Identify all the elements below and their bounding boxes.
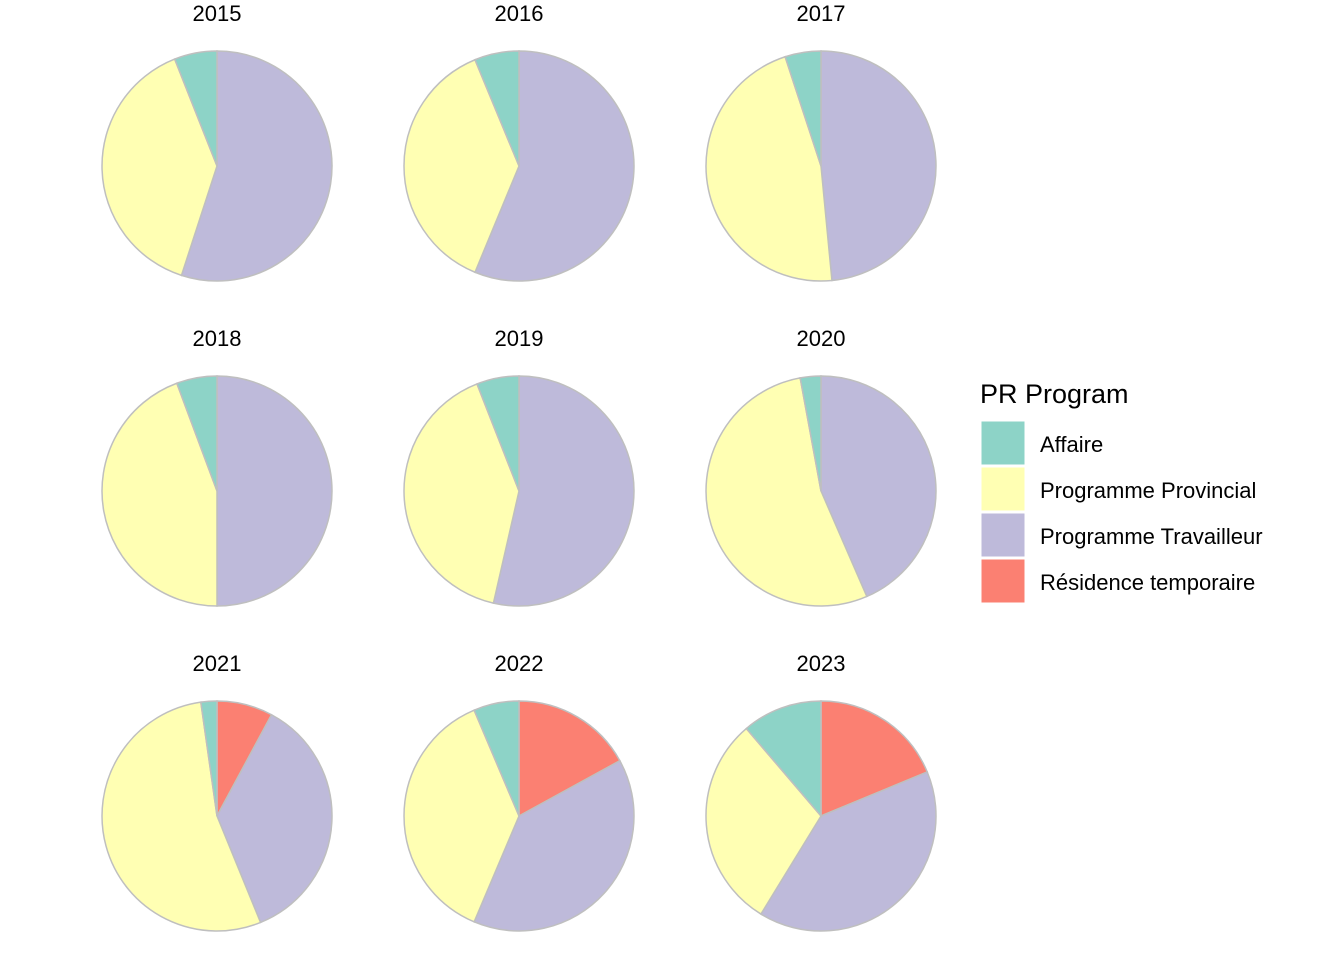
facet-title: 2023 — [797, 651, 846, 676]
pie-slice-programme-provincial — [705, 55, 833, 282]
facets-layer: 2015 2016 2017 2018 2019 2020 2021 2022 2023 — [101, 1, 937, 932]
pie-slice-affaire — [799, 375, 822, 492]
pie-slice-programme-travailleur — [474, 50, 635, 282]
facet-title: 2018 — [193, 326, 242, 351]
legend-key — [980, 420, 1026, 466]
facet-title: 2016 — [495, 1, 544, 26]
pie-slice-programme-travailleur — [492, 375, 635, 607]
facet-2018: 2018 — [101, 326, 333, 607]
pie-slice-programme-travailleur — [216, 713, 333, 924]
pie-slice-affaire — [745, 700, 822, 819]
pie-slice-programme-provincial — [705, 377, 868, 607]
pie-slice-programme-travailleur — [759, 771, 937, 932]
legend-title: PR Program — [980, 379, 1129, 409]
legend: PR Program Affaire Programme Provincial Pr… — [980, 379, 1263, 604]
facet-2017: 2017 — [705, 1, 937, 282]
legend-key — [980, 512, 1026, 558]
pie-slice-r-sidence-temporaire — [518, 700, 621, 818]
facet-title: 2021 — [193, 651, 242, 676]
facet-2021: 2021 — [101, 651, 333, 932]
pie-slice-programme-travailleur — [473, 759, 635, 932]
facet-title: 2017 — [797, 1, 846, 26]
pie-slice-affaire — [784, 50, 822, 167]
legend-key — [980, 466, 1026, 512]
facet-2019: 2019 — [403, 326, 635, 607]
pie-slice-programme-provincial — [101, 58, 218, 277]
facet-title: 2019 — [495, 326, 544, 351]
legend-key — [980, 558, 1026, 604]
pie-slice-programme-provincial — [705, 727, 822, 916]
pie-slice-affaire — [173, 50, 218, 167]
pie-slice-programme-travailleur — [820, 50, 937, 282]
facet-2015: 2015 — [101, 1, 333, 282]
facet-title: 2022 — [495, 651, 544, 676]
legend-items: Affaire Programme Provincial Programme Tra… — [980, 420, 1263, 604]
pie-slice-programme-provincial — [403, 58, 520, 274]
pie-slice-affaire — [473, 700, 520, 817]
pie-slice-programme-provincial — [403, 709, 520, 923]
pie-slice-programme-provincial — [403, 382, 520, 605]
facet-title: 2015 — [193, 1, 242, 26]
pie-slice-affaire — [175, 375, 218, 492]
legend-label: Programme Travailleur — [1040, 524, 1263, 549]
legend-label: Affaire — [1040, 432, 1103, 457]
pie-slice-affaire — [199, 700, 218, 817]
pie-slice-programme-provincial — [101, 382, 218, 607]
facet-2022: 2022 — [403, 651, 635, 932]
pie-slice-programme-provincial — [101, 701, 262, 932]
legend-label: Programme Provincial — [1040, 478, 1256, 503]
pie-slice-programme-travailleur — [216, 375, 333, 607]
facet-title: 2020 — [797, 326, 846, 351]
pie-slice-affaire — [474, 50, 520, 167]
legend-label: Résidence temporaire — [1040, 570, 1255, 595]
pie-slice-programme-travailleur — [820, 375, 937, 598]
pie-slice-programme-travailleur — [180, 50, 333, 282]
facet-2023: 2023 — [705, 651, 937, 932]
pie-slice-r-sidence-temporaire — [820, 700, 929, 818]
facet-2016: 2016 — [403, 1, 635, 282]
facet-2020: 2020 — [705, 326, 937, 607]
pie-slice-affaire — [476, 375, 520, 492]
